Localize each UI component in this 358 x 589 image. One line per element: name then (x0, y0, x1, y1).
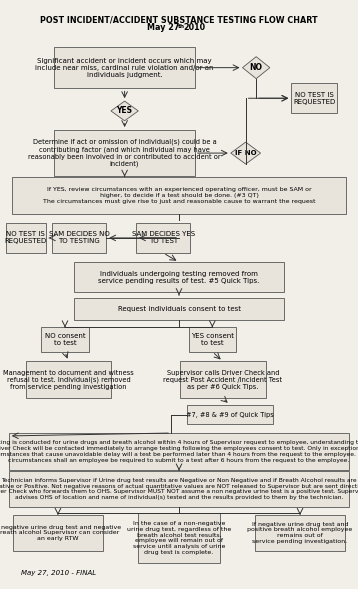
FancyBboxPatch shape (74, 262, 284, 292)
Text: Supervisor calls Driver Check and
request Post Accident /Incident Test
as per #6: Supervisor calls Driver Check and reques… (163, 370, 282, 390)
Text: If negative urine drug test and negative
breath alcohol Supervisor can consider
: If negative urine drug test and negative… (0, 525, 121, 541)
Text: Management to document and witness
refusal to test. Individual(s) removed
from s: Management to document and witness refus… (3, 370, 134, 390)
FancyBboxPatch shape (54, 130, 195, 176)
Text: Significant accident or incident occurs which may
include near miss, cardinal ru: Significant accident or incident occurs … (35, 58, 214, 78)
FancyBboxPatch shape (13, 515, 103, 551)
Polygon shape (231, 142, 261, 164)
Text: Testing is conducted for urine drugs and breath alcohol within 4 hours of Superv: Testing is conducted for urine drugs and… (0, 441, 358, 463)
Text: In the case of a non-negative
urine drug test, regardless of the
breath alcohol : In the case of a non-negative urine drug… (127, 521, 231, 555)
Text: Request individuals consent to test: Request individuals consent to test (117, 306, 241, 312)
FancyBboxPatch shape (74, 298, 284, 320)
FancyBboxPatch shape (187, 405, 273, 424)
Text: SAM DECIDES YES
TO TEST: SAM DECIDES YES TO TEST (132, 231, 195, 244)
Text: Technician informs Supervisor if Urine drug test results are Negative or Non Neg: Technician informs Supervisor if Urine d… (0, 478, 358, 500)
Text: May 27: May 27 (147, 24, 179, 32)
Text: NO: NO (250, 63, 263, 72)
Text: Determine if act or omission of individual(s) could be a
contributing factor (an: Determine if act or omission of individu… (28, 139, 221, 167)
Text: #7, #8 & #9 of Quick Tips: #7, #8 & #9 of Quick Tips (186, 412, 274, 418)
Text: YES: YES (117, 107, 132, 115)
FancyBboxPatch shape (41, 327, 89, 352)
Text: NO TEST IS
REQUESTED: NO TEST IS REQUESTED (293, 92, 335, 105)
Polygon shape (242, 57, 270, 78)
FancyBboxPatch shape (52, 223, 106, 253)
Text: If YES, review circumstances with an experienced operating officer, must be SAM : If YES, review circumstances with an exp… (43, 187, 315, 204)
Text: May 27, 2010 - FINAL: May 27, 2010 - FINAL (21, 570, 96, 575)
FancyBboxPatch shape (9, 433, 349, 470)
FancyBboxPatch shape (138, 513, 220, 563)
FancyBboxPatch shape (25, 362, 111, 398)
FancyBboxPatch shape (5, 223, 46, 253)
Text: POST INCIDENT/ACCIDENT SUBSTANCE TESTING FLOW CHART: POST INCIDENT/ACCIDENT SUBSTANCE TESTING… (40, 16, 318, 25)
FancyBboxPatch shape (9, 471, 349, 508)
Text: If negative urine drug test and
positive breath alcohol employee
remains out of
: If negative urine drug test and positive… (247, 522, 353, 544)
FancyBboxPatch shape (54, 47, 195, 88)
Text: NO consent
to test: NO consent to test (45, 333, 85, 346)
Text: NO TEST IS
REQUESTED: NO TEST IS REQUESTED (5, 231, 47, 244)
Text: Individuals undergoing testing removed from
service pending results of test. #5 : Individuals undergoing testing removed f… (98, 271, 260, 284)
FancyBboxPatch shape (180, 362, 266, 398)
FancyBboxPatch shape (136, 223, 190, 253)
FancyBboxPatch shape (291, 83, 337, 113)
Text: YES consent
to test: YES consent to test (191, 333, 234, 346)
FancyBboxPatch shape (255, 515, 345, 551)
FancyBboxPatch shape (13, 177, 346, 214)
Text: th: th (178, 24, 185, 29)
Polygon shape (111, 101, 138, 121)
FancyBboxPatch shape (189, 327, 236, 352)
Text: IF NO: IF NO (235, 150, 256, 156)
Text: SAM DECIDES NO
TO TESTING: SAM DECIDES NO TO TESTING (49, 231, 110, 244)
Text: 2010: 2010 (184, 24, 206, 32)
